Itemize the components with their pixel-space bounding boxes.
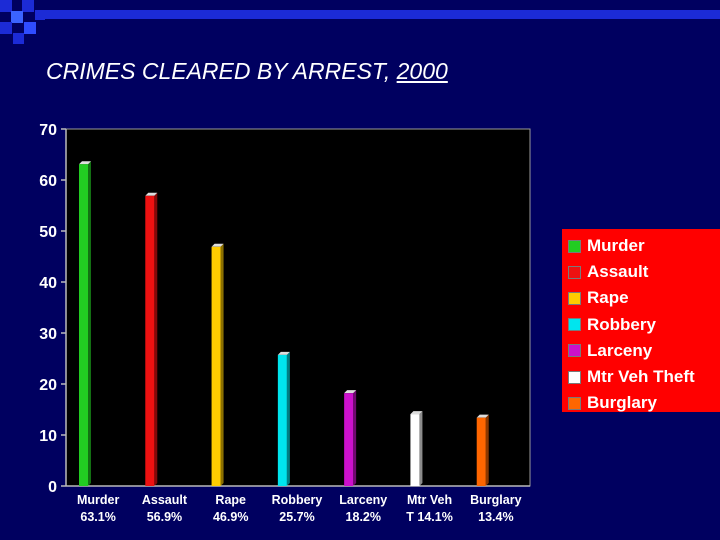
x-category-label: Murder (77, 493, 120, 507)
bar (410, 414, 420, 486)
x-category-sublabel: 56.9% (147, 510, 182, 524)
y-tick-label: 50 (39, 224, 57, 241)
legend-swatch (568, 344, 581, 358)
x-category-sublabel: 63.1% (80, 510, 115, 524)
legend-swatch (568, 239, 581, 253)
y-tick-label: 10 (39, 428, 57, 445)
x-category-sublabel: 25.7% (279, 510, 314, 524)
x-category-label: Rape (215, 493, 246, 507)
legend-item: Robbery (568, 312, 720, 338)
x-category-sublabel: 46.9% (213, 510, 248, 524)
bar (211, 246, 221, 486)
bar-side (485, 414, 489, 486)
bar-top (79, 161, 91, 165)
bar-side (154, 192, 158, 486)
legend-item: Burglary (568, 390, 720, 416)
legend-label: Larceny (587, 340, 653, 360)
y-tick-label: 30 (39, 326, 57, 343)
legend-label: Rape (587, 288, 629, 308)
x-category-label: Burglary (470, 493, 521, 507)
legend-label: Robbery (587, 314, 656, 334)
bar-top (476, 414, 489, 418)
bar-side (220, 243, 224, 486)
bar-top (211, 243, 224, 247)
x-category-label: Mtr Veh (407, 493, 452, 507)
x-category-label: Assault (142, 493, 188, 507)
y-tick-label: 0 (48, 479, 57, 496)
legend-item: Assault (568, 259, 720, 285)
bar-top (145, 192, 158, 196)
bar-top (344, 390, 357, 394)
legend-swatch (568, 370, 581, 384)
bar-side (419, 411, 423, 486)
bar-side (353, 390, 357, 486)
legend-swatch (568, 265, 581, 279)
plot-area (65, 128, 531, 487)
legend-swatch (568, 396, 581, 410)
header-accent-bar (45, 10, 720, 19)
legend-item: Larceny (568, 338, 720, 364)
legend-label: Burglary (587, 393, 657, 413)
y-tick-label: 70 (39, 122, 57, 139)
legend-swatch (568, 291, 581, 305)
slide-title-year: 2000 (396, 58, 448, 84)
bar-top (410, 411, 423, 415)
legend-item: Murder (568, 233, 720, 259)
y-tick-label: 40 (39, 275, 57, 292)
x-category-label: Larceny (339, 493, 387, 507)
legend-list: Murder Assault Rape Robbery Larceny Mtr Veh T… (562, 229, 720, 416)
slide-title-text: CRIMES CLEARED BY ARREST, (46, 58, 397, 84)
legend-item: Rape (568, 285, 720, 311)
x-category-sublabel: T 14.1% (406, 510, 453, 524)
slide-title: CRIMES CLEARED BY ARREST, 2000 (46, 58, 448, 85)
x-category-sublabel: 13.4% (478, 510, 513, 524)
x-category-label: Robbery (272, 493, 323, 507)
y-tick-label: 20 (39, 377, 57, 394)
bar (145, 195, 155, 486)
bar (277, 354, 287, 486)
bar-side (286, 351, 290, 486)
bar (79, 164, 88, 486)
y-tick-label: 60 (39, 173, 57, 190)
legend-item: Mtr Veh Theft (568, 364, 720, 390)
legend-swatch (568, 318, 581, 332)
legend-label: Murder (587, 236, 645, 256)
legend-label: Assault (587, 262, 649, 282)
bar-side (88, 161, 91, 486)
bar-top (277, 351, 290, 355)
legend-label: Mtr Veh Theft (587, 367, 695, 387)
bar (344, 393, 354, 486)
bar (476, 417, 486, 486)
x-category-sublabel: 18.2% (346, 510, 381, 524)
corner-squares-decoration (0, 0, 45, 44)
chart-legend: Murder Assault Rape Robbery Larceny Mtr Veh T… (562, 229, 720, 412)
